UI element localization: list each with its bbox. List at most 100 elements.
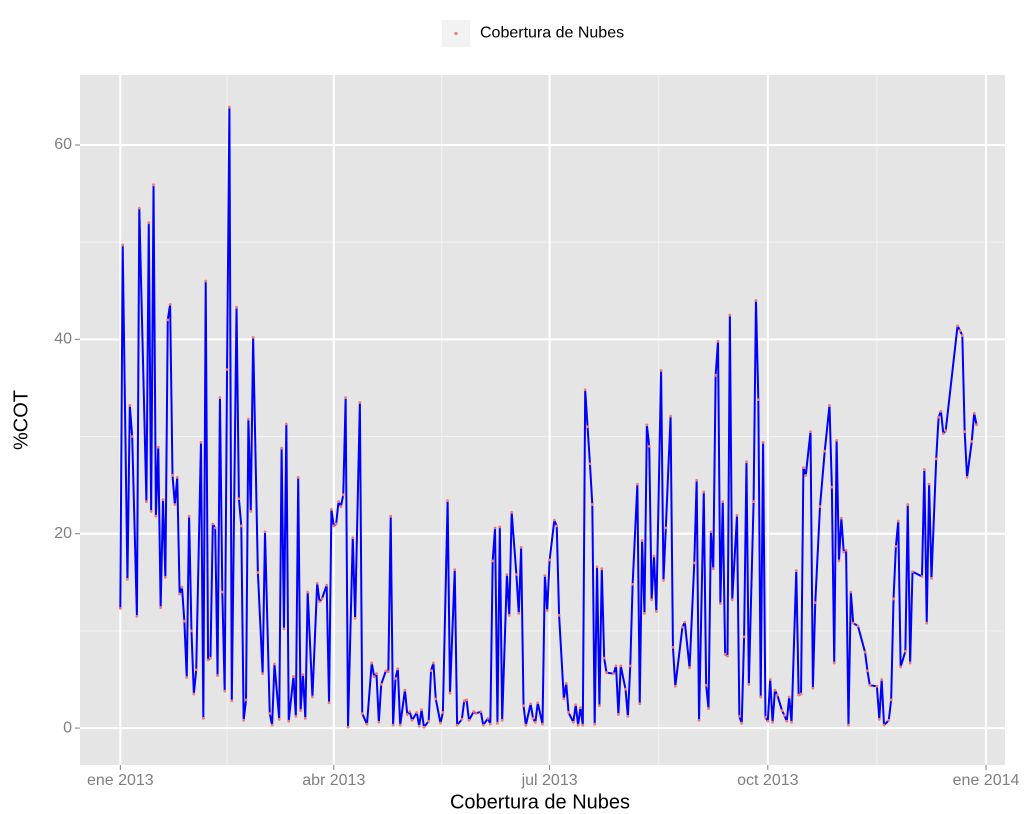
data-point <box>773 688 777 692</box>
data-point <box>225 368 229 371</box>
data-point <box>481 723 485 727</box>
data-point <box>427 719 431 723</box>
data-point <box>877 717 881 721</box>
data-point <box>944 429 948 433</box>
x-tick-label: abr 2013 <box>302 772 365 789</box>
data-point <box>930 577 933 580</box>
data-point <box>175 475 179 479</box>
data-point <box>787 695 791 699</box>
data-point <box>643 611 646 615</box>
data-point <box>868 683 872 687</box>
data-point <box>296 475 300 479</box>
data-point <box>341 493 345 497</box>
data-point <box>180 585 184 589</box>
data-point <box>282 627 286 631</box>
data-point <box>721 500 725 504</box>
data-point <box>937 415 940 419</box>
x-tick-label: ene 2013 <box>87 772 154 789</box>
y-tick-label: 20 <box>54 525 72 542</box>
data-point <box>394 677 397 680</box>
data-point <box>602 656 606 660</box>
data-point <box>178 592 182 596</box>
data-point <box>764 715 767 719</box>
data-point <box>327 701 331 705</box>
data-point <box>190 629 193 633</box>
data-point <box>325 583 329 587</box>
data-point <box>204 279 208 283</box>
data-point <box>228 105 231 109</box>
data-point <box>529 702 533 706</box>
data-point <box>163 576 167 579</box>
data-point <box>273 662 276 666</box>
data-point <box>557 613 561 617</box>
data-point <box>723 652 727 656</box>
data-point <box>856 624 860 628</box>
data-point <box>818 505 822 508</box>
data-point <box>465 698 469 702</box>
data-point <box>735 513 739 517</box>
data-point <box>130 435 134 438</box>
data-point <box>239 524 243 528</box>
marks <box>118 105 978 729</box>
data-point <box>145 500 148 504</box>
data-point <box>294 715 298 718</box>
data-point <box>785 719 789 723</box>
data-point <box>562 697 566 701</box>
data-point <box>517 611 521 615</box>
data-point <box>972 411 976 415</box>
data-point <box>811 686 815 690</box>
data-point <box>441 711 445 714</box>
data-point <box>832 661 836 665</box>
data-point <box>839 516 843 520</box>
data-point <box>614 664 618 668</box>
data-point <box>377 720 381 724</box>
data-point <box>941 432 945 436</box>
data-point <box>365 722 369 726</box>
data-point <box>956 324 959 328</box>
data-point <box>552 518 556 522</box>
data-point <box>472 710 476 713</box>
data-point <box>768 678 772 681</box>
data-point <box>775 693 779 697</box>
data-point <box>488 722 492 726</box>
data-point <box>920 575 924 578</box>
data-point <box>121 243 125 247</box>
data-point <box>216 674 219 677</box>
data-point <box>851 621 855 625</box>
data-point <box>118 607 122 610</box>
data-point <box>801 466 805 470</box>
data-point <box>351 536 355 539</box>
data-point <box>583 388 587 392</box>
data-point <box>965 475 969 479</box>
data-point <box>486 716 490 720</box>
data-point <box>515 573 518 576</box>
data-point <box>330 508 333 511</box>
data-point <box>624 687 627 691</box>
data-point <box>159 606 163 609</box>
data-point <box>598 704 601 708</box>
data-point <box>823 449 827 453</box>
data-point <box>716 339 720 343</box>
data-point <box>237 497 241 501</box>
data-point <box>911 570 914 574</box>
data-point <box>500 718 504 722</box>
data-point <box>375 672 378 676</box>
data-point <box>455 723 459 727</box>
data-point <box>761 440 765 444</box>
legend: Cobertura de Nubes <box>442 20 624 47</box>
data-point <box>934 457 938 461</box>
data-point <box>702 490 706 494</box>
data-point <box>697 718 701 722</box>
data-point <box>875 684 879 688</box>
plot-panel <box>80 75 1005 765</box>
data-point <box>555 524 559 528</box>
data-point <box>754 299 758 302</box>
data-point <box>519 545 523 549</box>
data-point <box>396 667 400 671</box>
data-point <box>303 716 307 720</box>
data-point <box>166 318 170 322</box>
data-point <box>246 417 250 421</box>
data-point <box>645 423 649 427</box>
data-point <box>813 601 817 605</box>
data-point <box>332 524 336 528</box>
